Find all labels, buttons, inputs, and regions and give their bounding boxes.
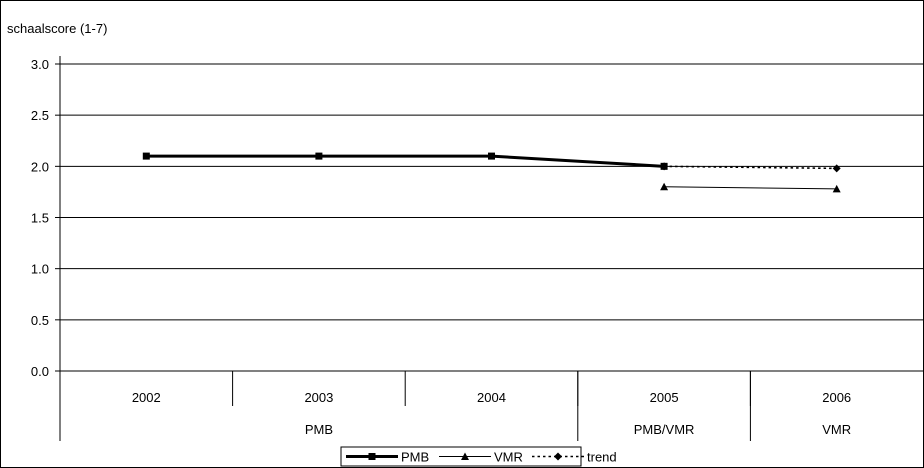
y-tick-label-3: 1.5 bbox=[31, 211, 49, 226]
x-category-label-2003: 2003 bbox=[304, 390, 333, 405]
y-tick-label-2: 1.0 bbox=[31, 262, 49, 277]
series-PMB-point-2004 bbox=[488, 152, 495, 160]
series-PMB-segment-3 bbox=[491, 154, 665, 168]
x-group-label-0: PMB bbox=[305, 422, 333, 437]
legend-swatch-marker-PMB bbox=[368, 453, 376, 460]
y-axis-title: schaalscore (1-7) bbox=[7, 21, 108, 36]
x-group-label-1: PMB/VMR bbox=[634, 422, 695, 437]
series-trend-point-2006 bbox=[832, 164, 841, 173]
y-tick-label-0: 0.0 bbox=[31, 364, 49, 379]
legend-swatch-marker-VMR bbox=[461, 452, 469, 460]
series-trend-point-2005 bbox=[660, 162, 669, 171]
series-trend-segment-4 bbox=[664, 165, 837, 170]
y-tick-label-5: 2.5 bbox=[31, 108, 49, 123]
series-trend bbox=[660, 162, 841, 173]
gridlines bbox=[60, 63, 923, 372]
y-tick-labels: 0.0 0.5 1.0 1.5 2.0 2.5 3.0 bbox=[31, 57, 49, 379]
series-VMR-point-2005 bbox=[660, 182, 669, 191]
series-VMR-segment-4 bbox=[664, 186, 837, 190]
axes bbox=[55, 56, 751, 441]
x-category-label-2002: 2002 bbox=[132, 390, 161, 405]
legend-swatch-marker-trend bbox=[554, 452, 562, 461]
series-PMB-point-2002 bbox=[142, 152, 150, 160]
series-lines bbox=[142, 152, 841, 193]
legend-label-VMR: VMR bbox=[494, 450, 523, 465]
y-tick-label-1: 0.5 bbox=[31, 313, 49, 328]
y-tick-label-6: 3.0 bbox=[31, 57, 49, 72]
x-category-label-2004: 2004 bbox=[477, 390, 506, 405]
x-group-label-2: VMR bbox=[822, 422, 851, 437]
legend-label-trend: trend bbox=[587, 450, 617, 465]
x-category-labels: 2002 2003 2004 2005 2006 PMB PMB/VMR VMR bbox=[132, 390, 851, 437]
y-tick-label-4: 2.0 bbox=[31, 159, 49, 174]
series-VMR bbox=[660, 182, 841, 193]
x-category-label-2006: 2006 bbox=[822, 390, 851, 405]
series-VMR-point-2006 bbox=[832, 184, 841, 193]
legend-label-PMB: PMB bbox=[401, 450, 429, 465]
series-PMB-point-2003 bbox=[315, 152, 323, 160]
legend: PMB VMR trend bbox=[340, 446, 617, 467]
x-category-label-2005: 2005 bbox=[650, 390, 679, 405]
series-PMB bbox=[142, 152, 668, 170]
